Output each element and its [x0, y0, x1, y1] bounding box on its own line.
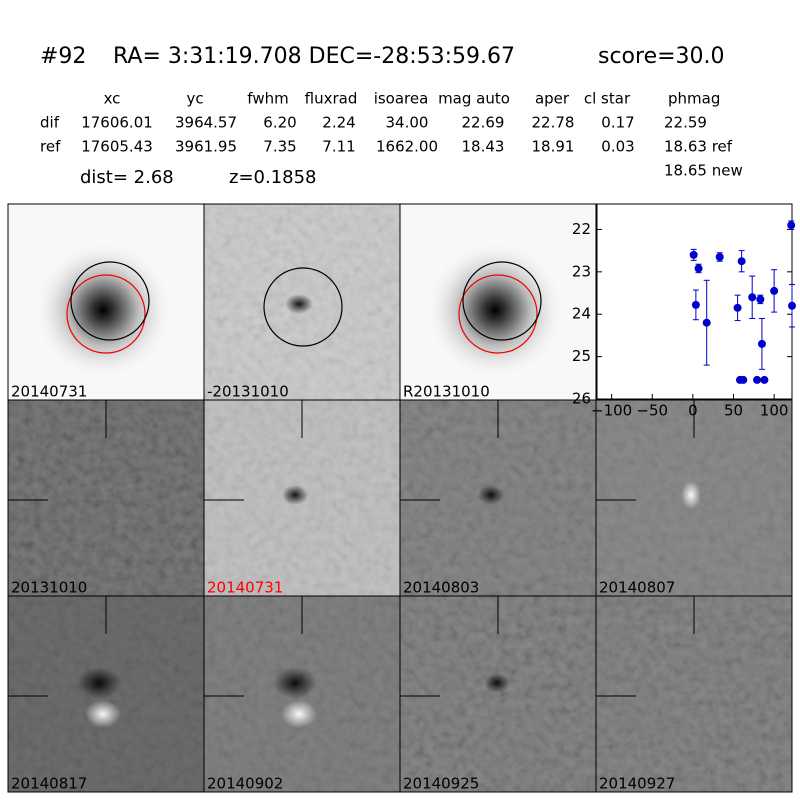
residual: [478, 485, 504, 505]
residual: [484, 673, 510, 693]
cell: 3964.57: [175, 114, 237, 132]
x-tick-label: 0: [688, 402, 698, 420]
y-tick-label: 25: [572, 347, 591, 365]
cell: 34.00: [386, 114, 429, 132]
point: [770, 286, 779, 295]
aperture-ref: [66, 274, 146, 354]
point: [788, 301, 796, 310]
cell: 7.35: [263, 138, 296, 156]
point: [753, 375, 762, 384]
point: [757, 339, 766, 348]
column-header: phmag: [668, 90, 720, 108]
cell: 18.43: [462, 138, 505, 156]
x-tick-label: 100: [760, 402, 789, 420]
column-header: mag auto: [438, 90, 510, 108]
cell: 18.63 ref: [664, 138, 733, 156]
panel-label: 20140731: [11, 383, 87, 401]
phmag-new: 18.65 new: [664, 162, 743, 180]
point: [691, 300, 700, 309]
column-header: aper: [535, 90, 570, 108]
cell: 6.20: [263, 114, 296, 132]
column-header: fluxrad: [305, 90, 358, 108]
point: [737, 257, 746, 266]
coordinates: RA= 3:31:19.708 DEC=-28:53:59.67: [113, 44, 515, 69]
point: [715, 252, 724, 261]
panel-label: 20140807: [599, 579, 675, 597]
column-header: xc: [104, 90, 121, 108]
panel-label: 20140731: [207, 579, 283, 597]
point: [760, 375, 769, 384]
row-label: dif: [40, 114, 60, 132]
cell: 0.03: [601, 138, 634, 156]
point: [733, 303, 742, 312]
aperture-ref: [458, 274, 538, 354]
column-header: isoarea: [374, 90, 429, 108]
residual: [285, 294, 313, 314]
panel-label: -20131010: [207, 383, 289, 401]
cell: 22.78: [532, 114, 575, 132]
residual: [273, 667, 317, 699]
row-label: ref: [40, 138, 61, 156]
panel-label: 20131010: [11, 579, 87, 597]
object-id: #92: [40, 44, 86, 69]
panel-label: 20140927: [599, 775, 675, 793]
point: [739, 375, 748, 384]
residual: [77, 667, 121, 699]
point: [748, 293, 757, 302]
x-tick-label: 50: [724, 402, 743, 420]
y-tick-label: 24: [572, 305, 591, 323]
cell: 0.17: [601, 114, 634, 132]
y-tick-label: 22: [572, 220, 591, 238]
aperture-dif: [70, 261, 150, 341]
cell: 2.24: [322, 114, 355, 132]
score: score=30.0: [598, 44, 725, 69]
column-header: cl star: [584, 90, 631, 108]
dist: dist= 2.68: [80, 167, 174, 188]
column-header: yc: [186, 90, 203, 108]
point: [694, 264, 703, 273]
cell: 22.59: [664, 114, 707, 132]
cell: 7.11: [322, 138, 355, 156]
residual-positive: [281, 700, 317, 728]
point: [702, 318, 711, 327]
panel-label: R20131010: [403, 383, 490, 401]
cell: 3961.95: [175, 138, 237, 156]
residual-positive: [681, 481, 701, 509]
cell: 17605.43: [81, 138, 153, 156]
y-tick-label: 23: [572, 262, 591, 280]
cell: 22.69: [462, 114, 505, 132]
aperture-dif: [263, 267, 343, 347]
cell: 18.91: [532, 138, 575, 156]
point: [787, 221, 796, 230]
redshift: z=0.1858: [229, 167, 317, 188]
panel-label: 20140925: [403, 775, 479, 793]
residual-positive: [85, 700, 121, 728]
cell: 17606.01: [81, 114, 153, 132]
residual: [282, 485, 308, 505]
light-curve: 22 23 24 25 26−100 −50 0 50 100: [572, 203, 796, 420]
cell: 1662.00: [376, 138, 438, 156]
aperture-dif: [462, 261, 542, 341]
x-tick-label: −50: [636, 402, 668, 420]
panel-label: 20140803: [403, 579, 479, 597]
galaxy: [33, 240, 173, 380]
y-tick-label: 26: [572, 390, 591, 408]
panel-frame: [595, 595, 793, 793]
x-tick-label: −100: [591, 402, 632, 420]
panels: 20140731 -20131010 R20131010 20131010 201407…: [7, 203, 793, 793]
galaxy: [425, 240, 565, 380]
panel-label: 20140817: [11, 775, 87, 793]
column-header: fwhm: [247, 90, 288, 108]
panel-label: 20140902: [207, 775, 283, 793]
point: [689, 250, 698, 259]
point: [756, 295, 765, 304]
